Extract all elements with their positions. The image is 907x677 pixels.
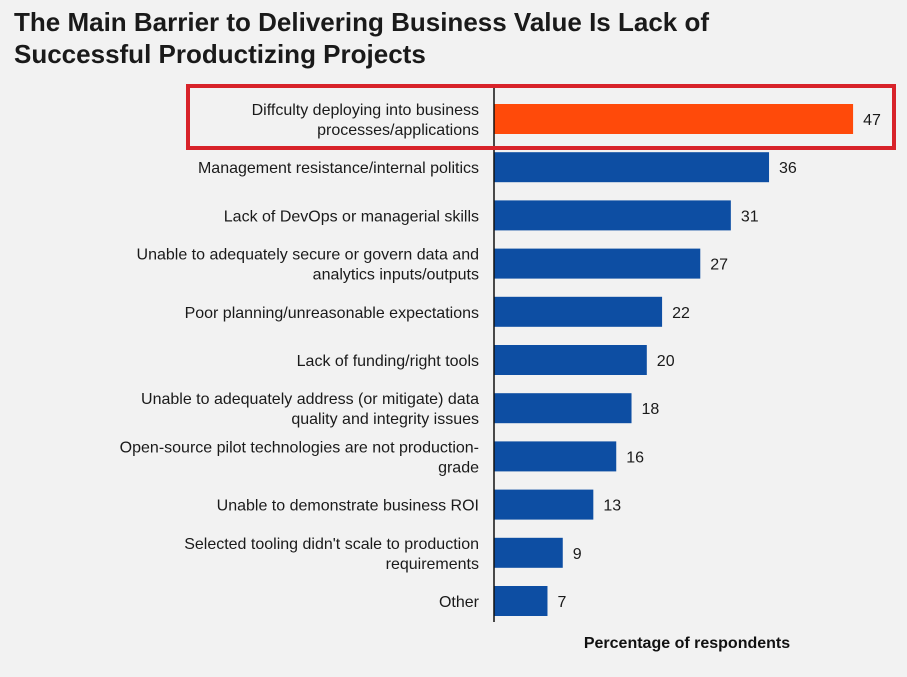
value-label-1: 36 — [779, 160, 797, 177]
bar-6 — [494, 393, 632, 424]
category-label-8: Unable to demonstrate business ROI — [217, 498, 479, 515]
category-label-10: Other — [439, 594, 480, 611]
value-label-0: 47 — [863, 112, 881, 129]
bar-2 — [494, 200, 731, 231]
x-axis-title: Percentage of respondents — [584, 635, 790, 652]
category-label-6-line-0: Unable to adequately address (or mitigat… — [141, 391, 479, 408]
category-label-3: Unable to adequately secure or govern da… — [137, 247, 479, 284]
bar-3 — [494, 248, 701, 279]
category-label-6-line-1: quality and integrity issues — [291, 411, 479, 428]
value-label-4: 22 — [672, 305, 690, 322]
category-label-4-line-0: Poor planning/unreasonable expectations — [185, 305, 479, 322]
category-label-6: Unable to adequately address (or mitigat… — [141, 391, 479, 428]
value-label-9: 9 — [573, 546, 582, 563]
category-label-0-line-0: Diffculty deploying into business — [252, 102, 479, 119]
chart-title-line-2: Successful Productizing Projects — [14, 39, 426, 69]
bar-4 — [494, 296, 663, 327]
category-label-2-line-0: Lack of DevOps or managerial skills — [224, 208, 479, 225]
category-label-5: Lack of funding/right tools — [297, 353, 479, 370]
category-label-4: Poor planning/unreasonable expectations — [185, 305, 479, 322]
bar-9 — [494, 537, 563, 568]
category-label-9: Selected tooling didn't scale to product… — [184, 536, 479, 573]
value-label-7: 16 — [626, 449, 644, 466]
category-label-2: Lack of DevOps or managerial skills — [224, 208, 479, 225]
bar-10 — [494, 586, 548, 616]
bars-layer: 47 Diffculty deploying into business proce… — [120, 102, 881, 616]
category-label-3-line-1: analytics inputs/outputs — [313, 267, 479, 284]
value-label-3: 27 — [710, 257, 728, 274]
value-label-2: 31 — [741, 208, 759, 225]
category-label-7-line-0: Open-source pilot technologies are not p… — [120, 439, 479, 456]
category-label-9-line-0: Selected tooling didn't scale to product… — [184, 536, 479, 553]
bar-5 — [494, 345, 647, 375]
category-label-3-line-0: Unable to adequately secure or govern da… — [137, 247, 479, 264]
category-label-7-line-1: grade — [438, 459, 479, 476]
highlight-box — [186, 84, 896, 150]
category-label-10-line-0: Other — [439, 594, 480, 611]
category-label-9-line-1: requirements — [386, 556, 479, 573]
value-label-5: 20 — [657, 353, 675, 370]
category-label-1: Management resistance/internal politics — [198, 160, 479, 177]
bar-7 — [494, 441, 617, 472]
value-label-10: 7 — [557, 594, 566, 611]
chart-title: The Main Barrier to Delivering Business … — [14, 6, 874, 70]
category-label-5-line-0: Lack of funding/right tools — [297, 353, 479, 370]
bar-8 — [494, 489, 594, 520]
category-label-7: Open-source pilot technologies are not p… — [120, 439, 479, 476]
category-label-8-line-0: Unable to demonstrate business ROI — [217, 498, 479, 515]
bar-0 — [494, 104, 854, 134]
value-label-8: 13 — [603, 498, 621, 515]
value-label-6: 18 — [642, 401, 660, 418]
category-label-0-line-1: processes/applications — [317, 122, 479, 139]
bar-1 — [494, 152, 770, 183]
category-label-1-line-0: Management resistance/internal politics — [198, 160, 479, 177]
category-label-0: Diffculty deploying into business process… — [252, 102, 479, 139]
chart-title-line-1: The Main Barrier to Delivering Business … — [14, 7, 710, 37]
